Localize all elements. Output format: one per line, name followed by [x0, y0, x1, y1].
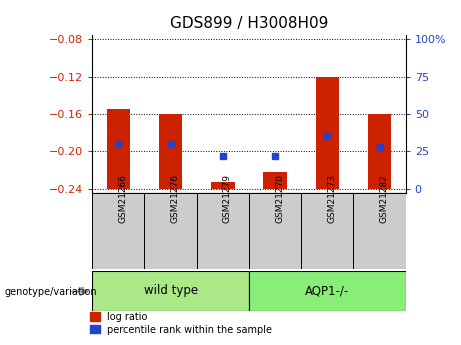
Text: genotype/variation: genotype/variation — [5, 287, 97, 296]
Text: GSM21270: GSM21270 — [275, 174, 284, 223]
Title: GDS899 / H3008H09: GDS899 / H3008H09 — [170, 16, 328, 31]
Bar — [301, 193, 354, 269]
Bar — [159, 114, 182, 188]
Text: wild type: wild type — [143, 284, 198, 297]
Bar — [211, 182, 235, 188]
Text: AQP1-/-: AQP1-/- — [305, 284, 349, 297]
Text: GSM21279: GSM21279 — [223, 174, 232, 223]
Bar — [354, 193, 406, 269]
Bar — [368, 114, 391, 188]
Bar — [249, 271, 406, 310]
Bar — [249, 193, 301, 269]
Text: GSM21282: GSM21282 — [379, 174, 389, 223]
Text: GSM21276: GSM21276 — [171, 174, 180, 223]
Text: GSM21266: GSM21266 — [118, 174, 127, 223]
Bar — [106, 109, 130, 188]
Bar — [92, 271, 249, 310]
Text: GSM21273: GSM21273 — [327, 174, 337, 223]
Bar — [315, 77, 339, 188]
Legend: log ratio, percentile rank within the sample: log ratio, percentile rank within the sa… — [88, 310, 274, 337]
Bar — [92, 193, 144, 269]
Bar — [263, 172, 287, 188]
Bar — [197, 193, 249, 269]
Bar — [144, 193, 197, 269]
